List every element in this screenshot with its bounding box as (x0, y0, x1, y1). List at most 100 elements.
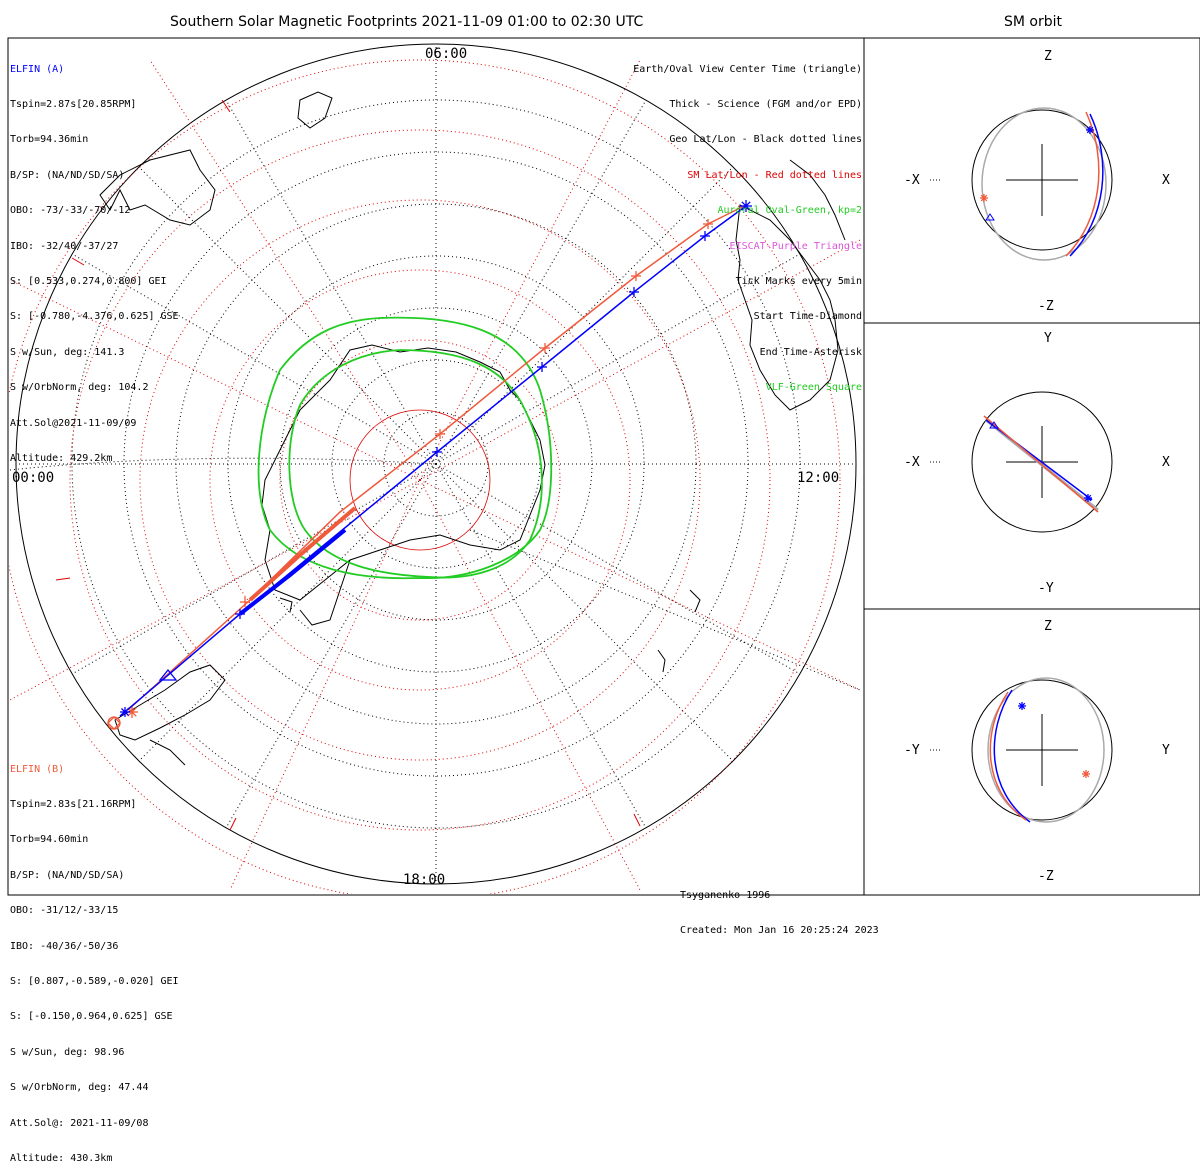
coastlines (99, 91, 846, 766)
elfin-a-tick-mark (700, 231, 710, 241)
elfin-b-name: ELFIN (B) (10, 763, 65, 775)
map-boundary-circle (15, 43, 857, 885)
earth-circle (971, 109, 1113, 251)
elfin-b-line: S: [0.807,-0.589,-0.020] GEI (10, 975, 179, 987)
elfin-b-tick-mark (435, 429, 445, 439)
orbit-elfin-b-asterisk (980, 194, 988, 202)
elfin-a-line: OBO: -73/-33/-70/-12 (10, 205, 131, 217)
orbit-panels: Z -Z -X X Y -Y -X X Z -Z -Y Y (904, 49, 1170, 884)
orbit-view-triangle (985, 213, 995, 221)
elfin-a-start-asterisk-d2 (741, 201, 751, 211)
elfin-b-line: Att.Sol@: 2021-11-09/08 (10, 1117, 149, 1129)
elfin-b-line: Torb=94.60min (10, 834, 89, 846)
elfin-b-info: ELFIN (B) Tspin=2.83s[21.16RPM] Torb=94.… (10, 740, 179, 1176)
time-label-left: 00:00 (12, 470, 54, 486)
start-markers (107, 668, 178, 730)
elfin-a-line: Altitude: 429.2km (10, 452, 113, 464)
elfin-b-trajectory (126, 203, 749, 718)
elfin-b-tick-mark (240, 597, 250, 607)
elfin-a-line: IBO: -32/40/-37/27 (10, 240, 119, 252)
footer: Tsyganenko-1996 Created: Mon Jan 16 20:2… (680, 866, 879, 949)
elfin-a-tick-mark (537, 362, 547, 372)
legend-item: VLF-Green Square (765, 382, 862, 394)
orbit-elfin-a-asterisk-d2 (1086, 126, 1094, 134)
orbit-axis-left-label: -X (904, 455, 920, 470)
auroral-ovals (257, 316, 553, 580)
orbit-elfin-b-asterisk-d2 (980, 194, 988, 202)
orbit-axis-right-label: Y (1162, 743, 1170, 758)
orbit-panel-3: Z -Z -Y Y (904, 619, 1170, 884)
orbit-elfin-b-asterisk (1082, 770, 1090, 778)
earth-circle (971, 391, 1113, 533)
orbit-axis-bottom-label: -Z (1038, 869, 1054, 884)
elfin-b-start-diamond (107, 716, 121, 730)
elfin-a-line: S w/OrbNorm, deg: 104.2 (10, 382, 149, 394)
elfin-a-science-segment (238, 528, 347, 616)
elfin-a-tick-mark (235, 609, 245, 619)
orbit-elfin-a-asterisk (1084, 494, 1092, 502)
elfin-a-line: S w/Sun, deg: 141.3 (10, 346, 125, 358)
legend-item: Start Time-Diamond (753, 311, 862, 323)
elfin-b-tick-mark (631, 271, 641, 281)
elfin-a-line: Torb=94.36min (10, 134, 89, 146)
orbit-title: SM orbit (1004, 14, 1063, 30)
auroral-oval-inner (288, 349, 543, 579)
legend: Earth/Oval View Center Time (triangle) T… (633, 40, 862, 406)
time-label-top: 06:00 (425, 46, 467, 62)
elfin-a-line: S: [0.533,0.274,0.800] GEI (10, 275, 167, 287)
legend-item: Thick - Science (FGM and/or EPD) (669, 98, 862, 110)
elfin-a-tick-mark (629, 287, 639, 297)
orbit-elfin-b (1065, 111, 1100, 257)
elfin-a-line: Tspin=2.87s[20.85RPM] (10, 98, 137, 110)
elfin-a-name: ELFIN (A) (10, 63, 65, 75)
elfin-b-line: S w/OrbNorm, deg: 47.44 (10, 1082, 149, 1094)
legend-item: Auroral Oval-Green, kp=2 (717, 205, 863, 217)
geo-curve (469, 529, 861, 691)
elfin-b-science-segment (248, 506, 357, 602)
elfin-b-end-asterisk-d2 (127, 707, 137, 717)
elfin-b-start-marker (107, 716, 121, 730)
orbit-elfin-a-asterisk (1018, 702, 1026, 710)
orbit-view-triangle (989, 421, 999, 429)
elfin-b-line: B/SP: (NA/ND/SD/SA) (10, 869, 125, 881)
orbit-panel-2: Y -Y -X X (904, 331, 1170, 596)
orbit-panels-frame (863, 37, 1200, 896)
outer-ticks (55, 99, 641, 831)
elfin-a-end-asterisk-d2 (121, 708, 129, 716)
elfin-b-tick-mark (703, 219, 713, 229)
orbit-axis-top-label: Z (1044, 49, 1052, 64)
orbit-gray (981, 107, 1107, 261)
sm-grid (9, 59, 861, 894)
orbit-axis-bottom-label: -Y (1038, 581, 1054, 596)
elfin-a-trajectory (119, 200, 752, 717)
legend-item: Earth/Oval View Center Time (triangle) (633, 63, 862, 75)
elfin-b-line: Altitude: 430.3km (10, 1152, 113, 1164)
elfin-a-end-asterisk (120, 707, 130, 717)
orbit-elfin-b (983, 415, 1099, 513)
legend-item: EISCAT-Purple Triangle (729, 240, 862, 252)
legend-item: Geo Lat/Lon - Black dotted lines (669, 134, 862, 146)
orbit-axis-left-label: -X (904, 173, 920, 188)
earth-circle (971, 679, 1113, 821)
orbit-axis-top-label: Z (1044, 619, 1052, 634)
elfin-a-view-triangle (158, 668, 178, 681)
orbit-elfin-a (1069, 113, 1104, 257)
orbit-elfin-a (993, 689, 1031, 823)
orbit-elfin-a-asterisk-d2 (1018, 702, 1026, 710)
legend-item: SM Lat/Lon - Red dotted lines (687, 169, 862, 181)
orbit-elfin-b-asterisk-d2 (1082, 770, 1090, 778)
orbit-elfin-a-asterisk (1086, 126, 1094, 134)
footprint-figure: 06:00 00:00 12:00 18:00 Z -Z -X X Y -Y -X X Z -Z -… (7, 37, 1200, 896)
orbit-elfin-a-asterisk-d2 (1084, 494, 1092, 502)
legend-item: Tick Marks every 5min (735, 275, 862, 287)
orbit-gray (987, 677, 1105, 823)
elfin-a-line: B/SP: (NA/ND/SD/SA) (10, 169, 125, 181)
orbit-axis-bottom-label: -Z (1038, 299, 1054, 314)
orbit-elfin-b (989, 691, 1027, 821)
elfin-b-line: IBO: -40/36/-50/36 (10, 940, 119, 952)
elfin-b-tick-mark (540, 343, 550, 353)
time-label-right: 12:00 (797, 470, 839, 486)
orbit-axis-right-label: X (1162, 173, 1170, 188)
geo-curve-left (9, 457, 437, 471)
orbit-axis-top-label: Y (1044, 331, 1052, 346)
